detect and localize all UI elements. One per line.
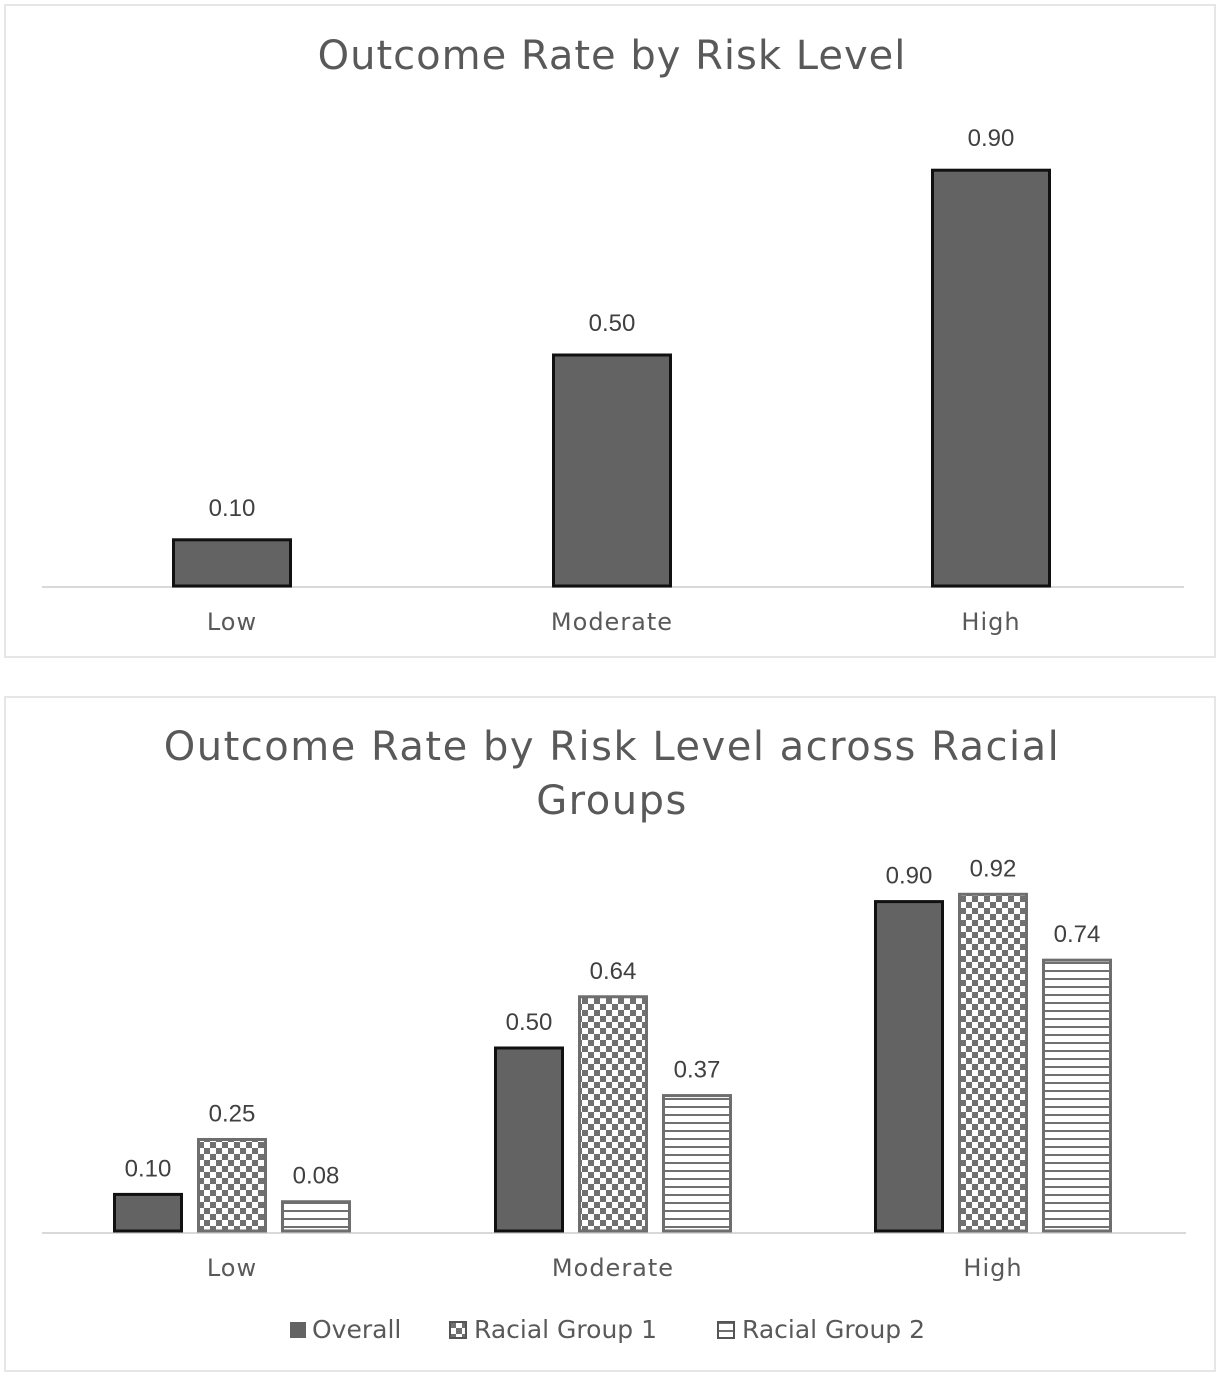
chart-racial-groups: Outcome Rate by Risk Level across Racial… <box>42 724 1186 1344</box>
legend-label-overall: Overall <box>312 1315 401 1344</box>
bar-high-racial-group-1 <box>958 892 1028 1233</box>
chart-panel-racial-groups: Outcome Rate by Risk Level across Racial… <box>4 696 1216 1372</box>
bar-moderate-overall <box>494 1046 564 1233</box>
data-label-high: 0.90 <box>968 125 1015 152</box>
chart-title: Outcome Rate by Risk Level <box>318 33 907 79</box>
data-label-moderate: 0.50 <box>589 310 636 337</box>
data-label-low-racial-group-1: 0.25 <box>209 1101 256 1128</box>
data-label-low: 0.10 <box>209 495 256 522</box>
tick-label-low: Low <box>207 1254 257 1282</box>
chart-panel-overall: Outcome Rate by Risk Level 0.10 Low 0.50 Mo… <box>4 4 1216 658</box>
tick-label-low: Low <box>207 608 257 636</box>
data-label-low-overall: 0.10 <box>125 1155 172 1182</box>
legend-label-racial-group-1: Racial Group 1 <box>474 1315 657 1344</box>
data-label-high-racial-group-2: 0.74 <box>1054 921 1101 948</box>
bar-low-racial-group-2 <box>281 1200 351 1233</box>
tick-label-moderate: Moderate <box>552 1254 674 1282</box>
bar-moderate <box>552 353 672 588</box>
legend-label-racial-group-2: Racial Group 2 <box>742 1315 925 1344</box>
chart-overall: Outcome Rate by Risk Level 0.10 Low 0.50 Mo… <box>42 33 1184 636</box>
legend-swatch-overall <box>290 1322 306 1338</box>
data-label-moderate-overall: 0.50 <box>506 1009 553 1036</box>
legend: Overall Racial Group 1 Racial Group 2 <box>290 1315 925 1344</box>
tick-label-high: High <box>961 608 1020 636</box>
data-label-moderate-racial-group-2: 0.37 <box>674 1057 721 1084</box>
legend-swatch-racial-group-1 <box>449 1321 467 1339</box>
bar-moderate-racial-group-1 <box>578 995 648 1233</box>
data-label-high-overall: 0.90 <box>886 863 933 890</box>
data-label-moderate-racial-group-1: 0.64 <box>590 958 637 985</box>
data-label-low-racial-group-2: 0.08 <box>293 1163 340 1190</box>
legend-swatch-racial-group-2 <box>717 1321 735 1339</box>
bar-high-overall <box>874 900 944 1233</box>
data-label-high-racial-group-1: 0.92 <box>970 855 1017 882</box>
bar-low-racial-group-1 <box>197 1138 267 1233</box>
bar-low <box>172 538 292 588</box>
tick-label-moderate: Moderate <box>551 608 673 636</box>
bar-high <box>931 168 1051 588</box>
tick-label-high: High <box>963 1254 1022 1282</box>
bar-high-racial-group-2 <box>1042 958 1112 1233</box>
bar-moderate-racial-group-2 <box>662 1094 732 1233</box>
bar-low-overall <box>113 1192 183 1233</box>
chart-title-line-1: Outcome Rate by Risk Level across Racial <box>164 724 1061 770</box>
chart-title-line-2: Groups <box>536 778 688 824</box>
